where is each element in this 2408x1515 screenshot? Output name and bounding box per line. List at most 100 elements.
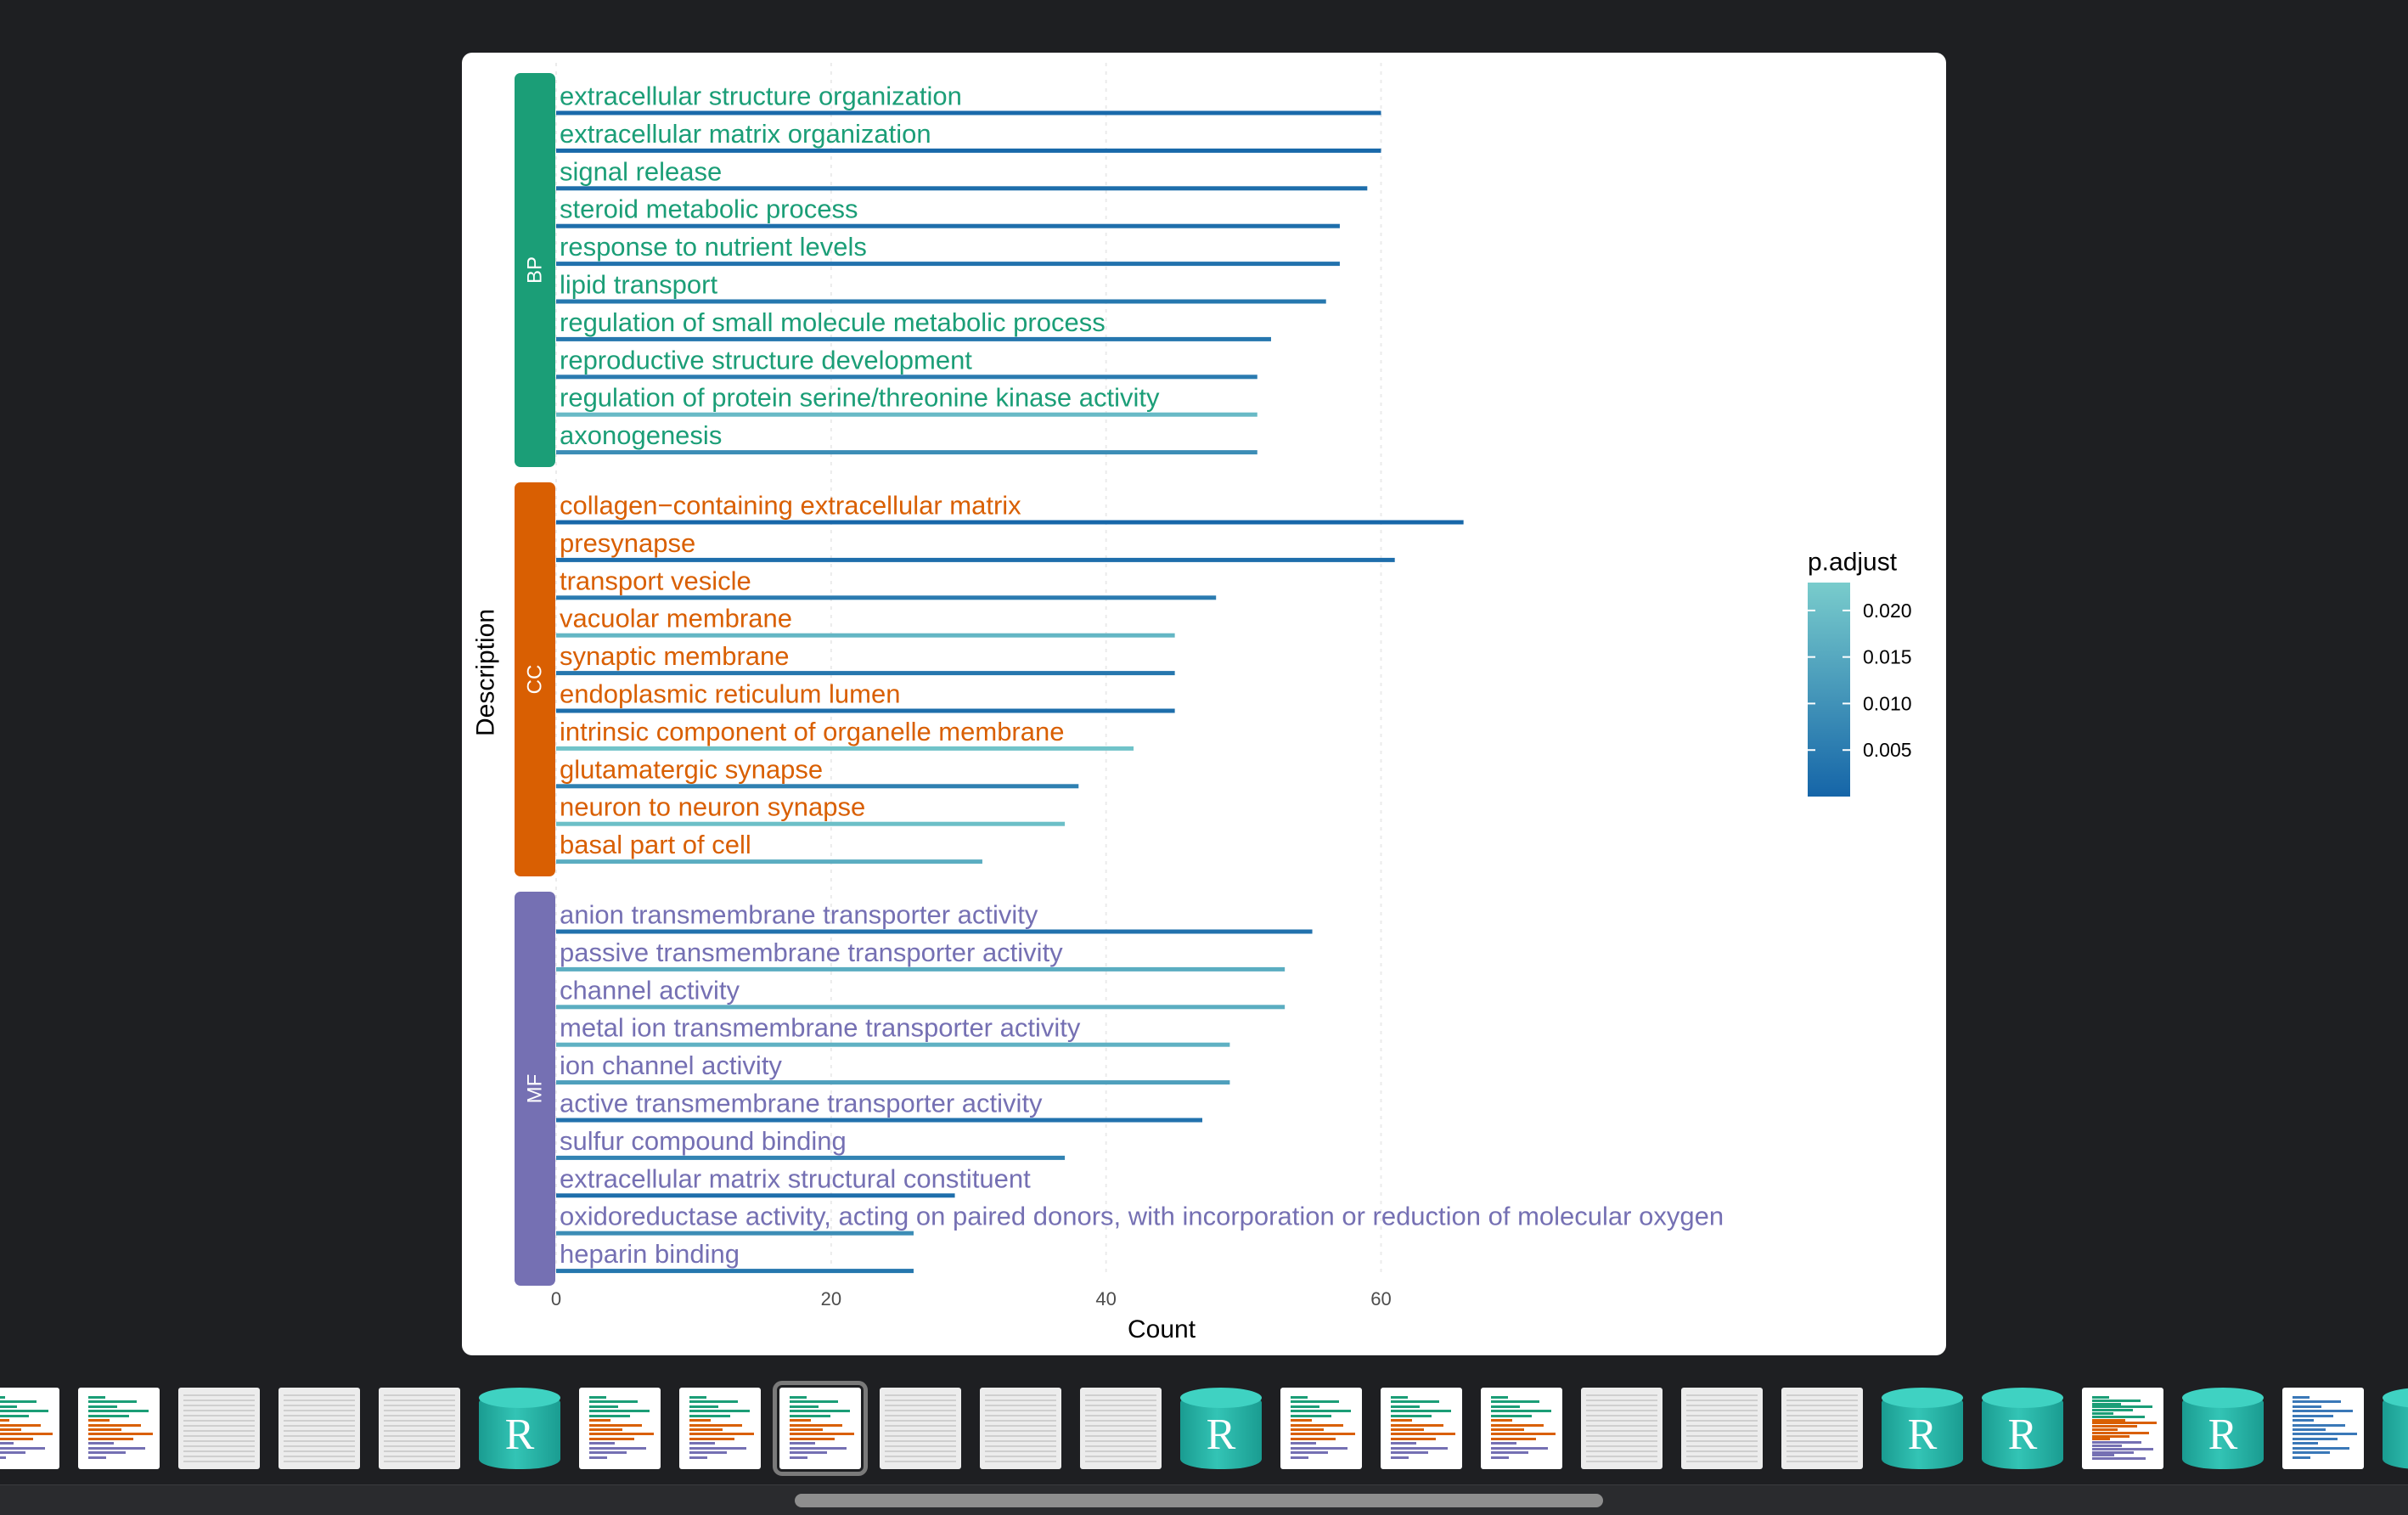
scrollbar-thumb[interactable]	[795, 1494, 1603, 1507]
r-file-icon[interactable]: R	[1882, 1388, 1963, 1469]
facet-label: MF	[524, 1074, 547, 1104]
thumbnail-text-line	[1586, 1425, 1657, 1427]
thumbnail-text-line	[183, 1410, 255, 1411]
thumbnail-bar	[1391, 1414, 1432, 1417]
bar	[556, 336, 1271, 341]
thumbnail-text-line	[1786, 1420, 1858, 1422]
r-file-icon[interactable]: R	[2182, 1388, 2264, 1469]
thumbnail-bar	[790, 1396, 807, 1399]
r-file-icon[interactable]: R	[1982, 1388, 2063, 1469]
thumbnail-bar	[1291, 1437, 1336, 1440]
r-letter: R	[504, 1411, 535, 1459]
thumbnail-bar	[689, 1456, 707, 1459]
thumbnail-text-line	[885, 1461, 956, 1462]
term-label: transport vesicle	[560, 566, 751, 595]
thumbnail-chart-tall[interactable]	[2082, 1388, 2163, 1469]
bar	[556, 633, 1175, 638]
thumbnail-doc[interactable]	[980, 1388, 1061, 1469]
thumbnail-text-line	[284, 1405, 355, 1406]
thumbnail-chart[interactable]	[579, 1388, 661, 1469]
thumbnail-chart[interactable]	[78, 1388, 160, 1469]
thumbnail-text-line	[1586, 1405, 1657, 1406]
thumbnail-text-line	[885, 1430, 956, 1432]
thumbnail-doc[interactable]	[1781, 1388, 1863, 1469]
thumbnail-text-line	[183, 1435, 255, 1437]
legend-tick-label: 0.010	[1863, 692, 1912, 714]
thumbnail-bar	[2092, 1412, 2113, 1415]
thumbnail-text-line	[1085, 1400, 1156, 1401]
r-letter: R	[1907, 1411, 1938, 1459]
thumbnail-text-line	[1686, 1461, 1758, 1462]
thumbnail-text-line	[985, 1405, 1056, 1406]
thumbnail-chart-wide[interactable]	[2282, 1388, 2364, 1469]
thumbnail-chart[interactable]	[0, 1388, 59, 1469]
thumbnail-bar	[689, 1442, 715, 1445]
thumbnail-bar	[2092, 1454, 2114, 1457]
thumbnail-bar	[589, 1400, 638, 1404]
thumbnail-text-line	[985, 1430, 1056, 1432]
thumbnail-bar	[2293, 1419, 2314, 1422]
thumbnail-doc[interactable]	[1681, 1388, 1763, 1469]
bar	[556, 450, 1257, 455]
thumbnail-text-line	[1786, 1415, 1858, 1416]
filmstrip-scrollbar[interactable]	[0, 1484, 2408, 1515]
thumbnail-bar	[1391, 1451, 1428, 1455]
thumbnail-doc[interactable]	[379, 1388, 460, 1469]
thumbnail-doc[interactable]	[1080, 1388, 1162, 1469]
thumbnail-bar	[1491, 1437, 1536, 1440]
thumbnail-doc[interactable]	[1581, 1388, 1663, 1469]
thumbnail-text-line	[885, 1415, 956, 1416]
thumbnail-chart[interactable]	[1481, 1388, 1562, 1469]
bar	[556, 520, 1464, 525]
thumbnail-bar	[1391, 1433, 1455, 1436]
thumbnail-chart[interactable]	[679, 1388, 761, 1469]
bar	[556, 1193, 955, 1198]
thumbnail-text-line	[284, 1440, 355, 1442]
term-label: glutamatergic synapse	[560, 754, 823, 784]
r-file-icon[interactable]: R	[1180, 1388, 1262, 1469]
bar	[556, 595, 1217, 600]
thumbnail-text-line	[1085, 1435, 1156, 1437]
term-label: presynapse	[560, 528, 695, 558]
term-label: intrinsic component of organelle membran…	[560, 717, 1064, 746]
thumbnail-text-line	[384, 1400, 455, 1401]
r-file-icon[interactable]: R	[479, 1388, 560, 1469]
thumbnail-bar	[790, 1437, 835, 1440]
x-tick-label: 60	[1370, 1288, 1391, 1309]
go-enrichment-barplot: 0 20 40 60 BP extracellular structure organiz…	[472, 63, 1912, 1343]
thumbnail-bar	[1391, 1410, 1451, 1413]
thumbnail-text-line	[1786, 1440, 1858, 1442]
thumbnail-text-line	[384, 1394, 455, 1396]
thumbnail-bar	[2092, 1438, 2110, 1441]
thumbnail-doc[interactable]	[178, 1388, 260, 1469]
thumbnail-bar	[589, 1423, 642, 1427]
thumbnail-text-line	[1586, 1415, 1657, 1416]
thumbnail-bar	[0, 1437, 33, 1440]
thumbnail-text-line	[1085, 1461, 1156, 1462]
thumbnail-bar	[1291, 1456, 1308, 1459]
term-label: ion channel activity	[560, 1050, 782, 1080]
thumbnail-text-line	[1085, 1440, 1156, 1442]
thumbnail-chart[interactable]	[1280, 1388, 1362, 1469]
thumbnail-bar	[1491, 1451, 1528, 1455]
thumbnail-bar	[1391, 1405, 1420, 1408]
thumbnail-filmstrip[interactable]: RRRRRR	[0, 1367, 2408, 1484]
thumbnail-chart[interactable]	[1381, 1388, 1462, 1469]
thumbnail-chart[interactable]	[773, 1381, 868, 1476]
thumbnail-text-line	[384, 1456, 455, 1457]
thumbnail-bar	[2092, 1428, 2118, 1431]
thumbnail-text-line	[384, 1425, 455, 1427]
thumbnail-text-line	[1085, 1420, 1156, 1422]
thumbnail-doc[interactable]	[880, 1388, 961, 1469]
bar	[556, 1118, 1203, 1123]
thumbnail-text-line	[183, 1445, 255, 1447]
thumbnail-text-line	[284, 1450, 355, 1452]
r-file-icon[interactable]: R	[2383, 1388, 2408, 1469]
thumbnail-bar	[790, 1400, 838, 1404]
thumbnail-text-line	[384, 1445, 455, 1447]
thumbnail-text-line	[1085, 1415, 1156, 1416]
thumbnail-text-line	[1686, 1410, 1758, 1411]
thumbnail-text-line	[1686, 1456, 1758, 1457]
thumbnail-bar	[1291, 1433, 1355, 1436]
thumbnail-doc[interactable]	[278, 1388, 360, 1469]
